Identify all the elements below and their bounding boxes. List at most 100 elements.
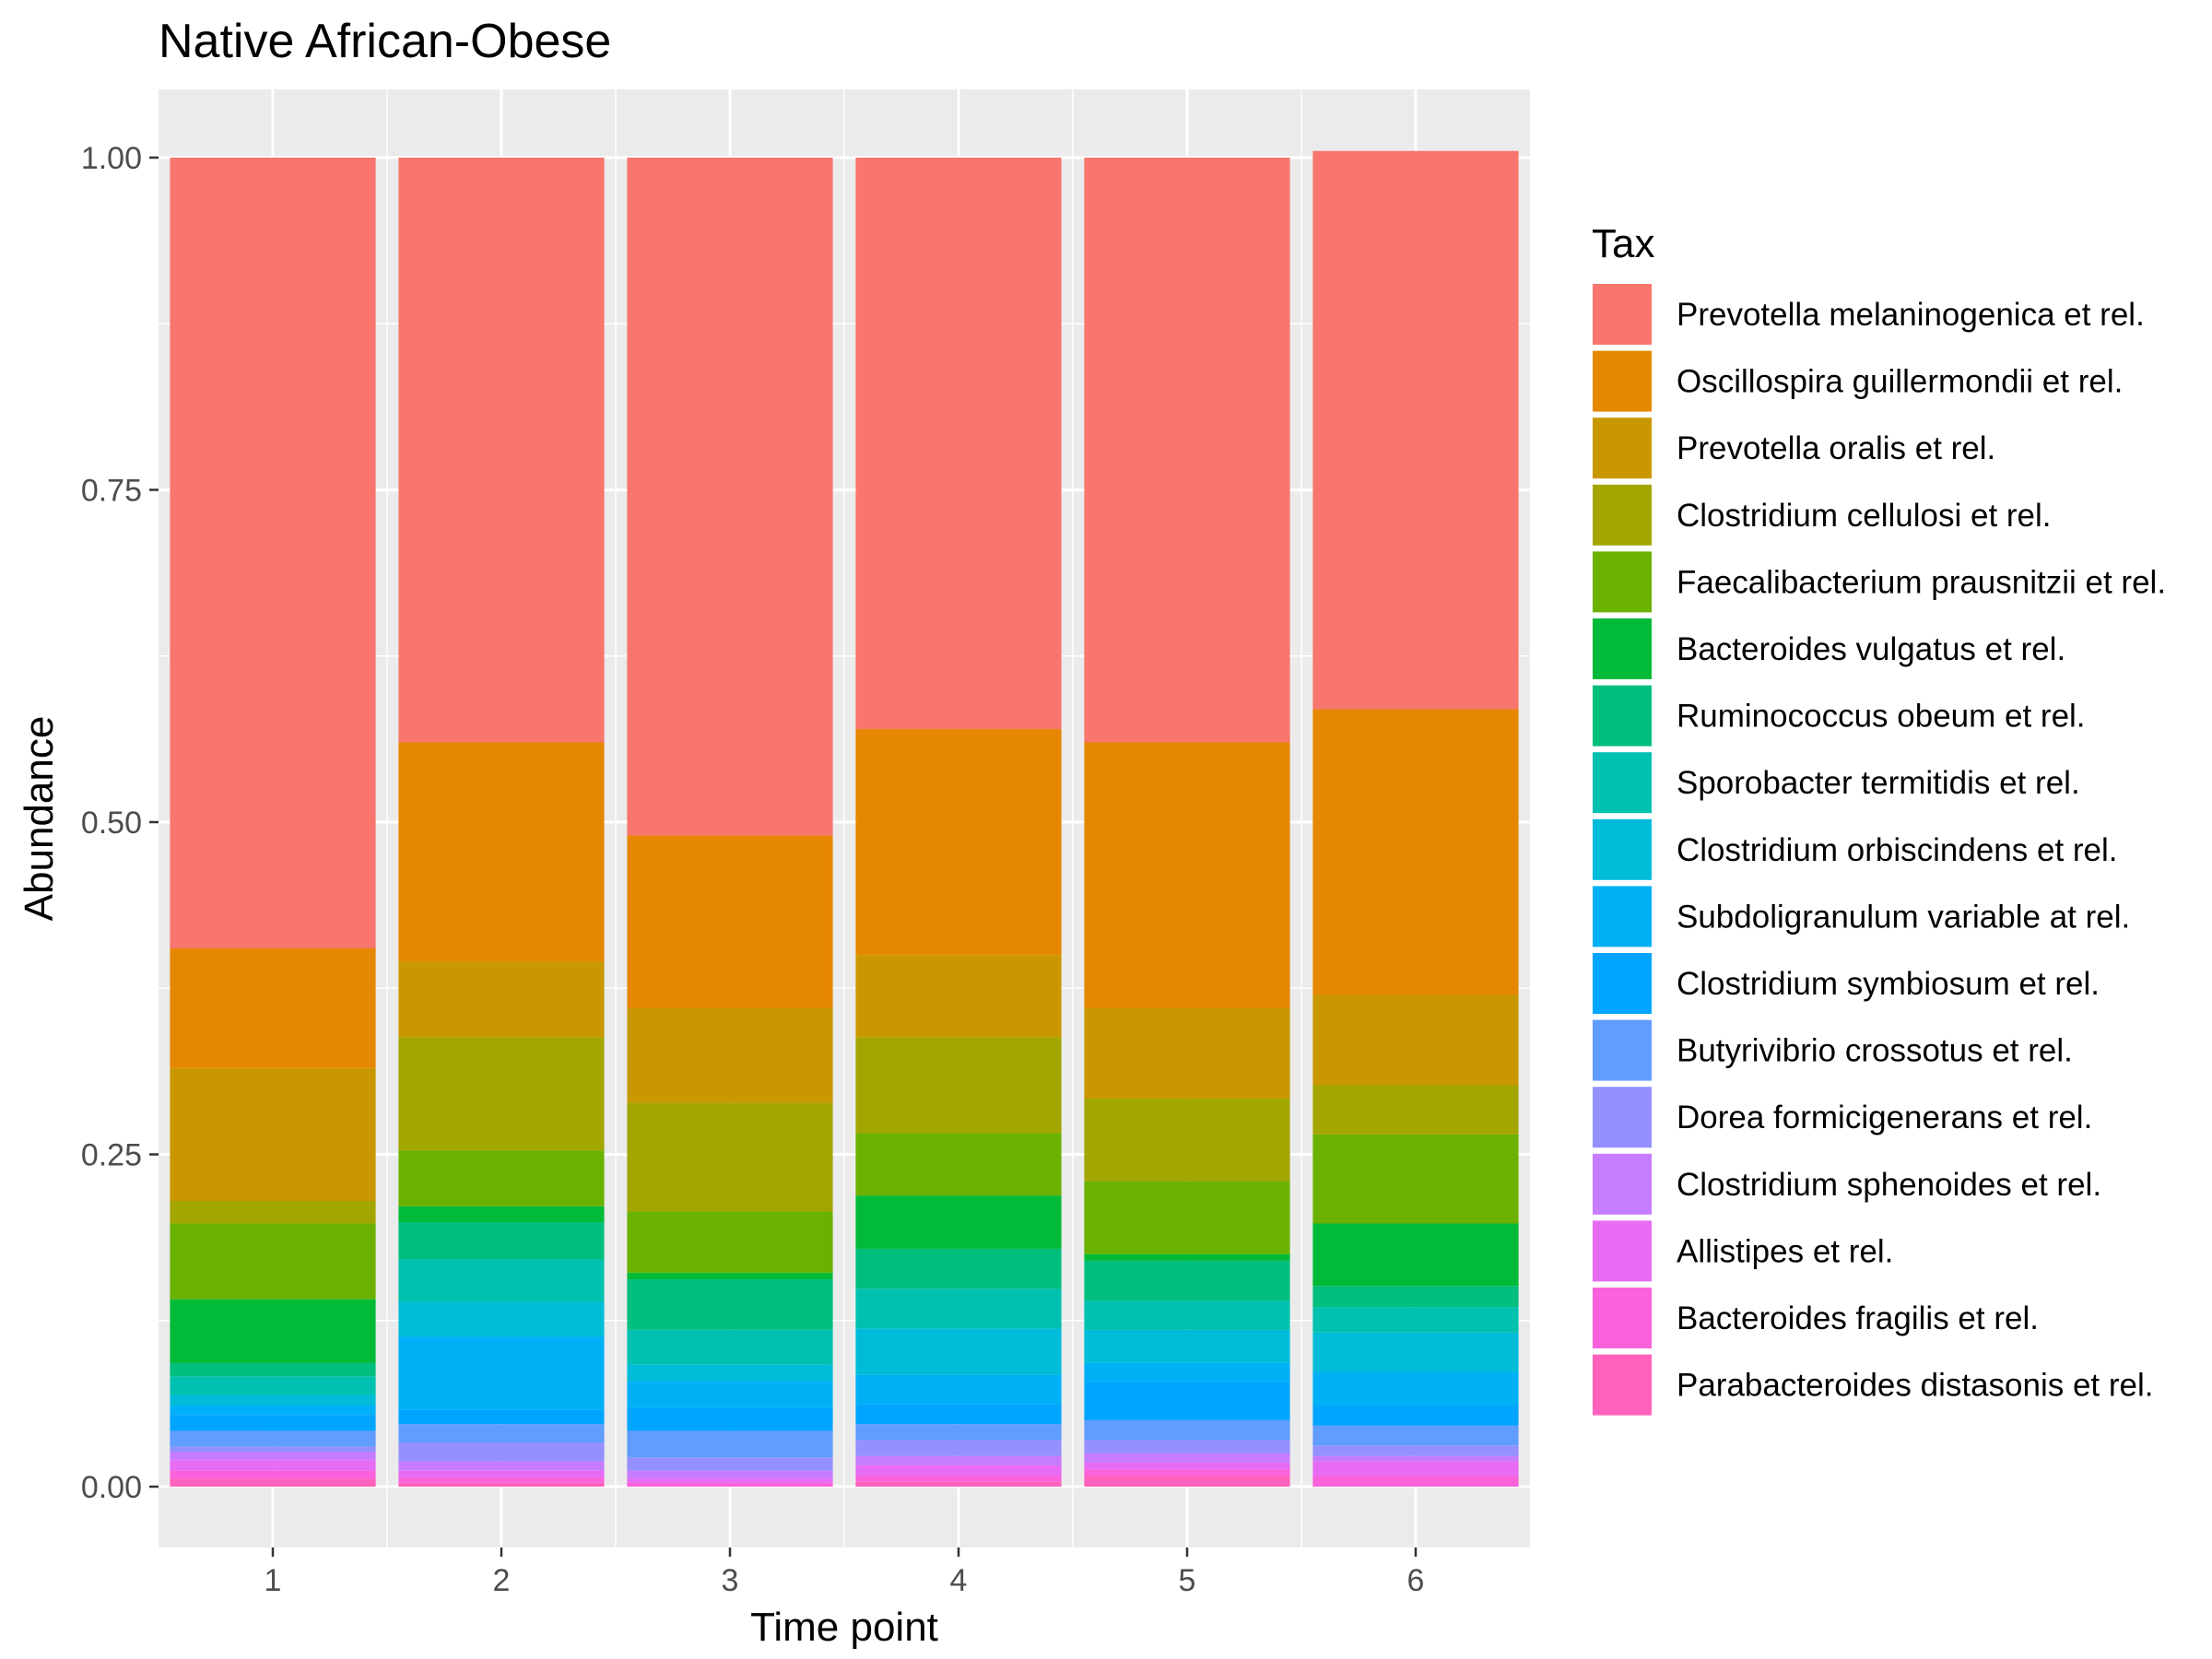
legend-label: Clostridium orbiscindens et rel. <box>1677 832 2118 868</box>
legend-label: Dorea formicigenerans et rel. <box>1677 1100 2092 1135</box>
bar-segment <box>855 729 1062 956</box>
bar-segment <box>398 1470 605 1477</box>
bar-segment <box>170 1200 376 1224</box>
bar-segment <box>1084 158 1290 743</box>
bar-segment <box>170 1415 376 1431</box>
bar-segment <box>398 961 605 1038</box>
y-axis: 0.00 0.25 0.50 0.75 1.00 <box>81 141 159 1505</box>
legend-key <box>1591 683 1653 748</box>
legend-title: Tax <box>1592 221 1654 266</box>
bar-segment <box>855 1248 1062 1289</box>
bar-segment <box>1084 1469 1290 1477</box>
bar-segment <box>627 1279 833 1330</box>
bar-segment <box>1312 1476 1519 1487</box>
legend-key <box>1591 617 1653 681</box>
legend-label: Clostridium symbiosum et rel. <box>1677 966 2100 1002</box>
legend-label: Butyrivibrio crossotus et rel. <box>1677 1033 2073 1069</box>
bar-segment <box>170 1406 376 1416</box>
legend-key <box>1591 750 1653 816</box>
legend-label: Subdoligranulum variable at rel. <box>1677 899 2130 935</box>
bar-segment <box>1312 150 1519 710</box>
bar-segment <box>1084 1463 1290 1470</box>
bar-segment <box>398 1037 605 1151</box>
bar-segment <box>398 1477 605 1483</box>
bar-segment <box>1312 1455 1519 1462</box>
bar-segment <box>1084 1329 1290 1363</box>
bar-segment <box>627 1407 833 1431</box>
bar-segment <box>398 1442 605 1462</box>
legend-key <box>1591 416 1653 481</box>
legend-key <box>1591 348 1653 414</box>
legend-key <box>1591 817 1653 882</box>
bar-segment <box>398 1461 605 1471</box>
y-axis-title: Abundance <box>17 716 62 922</box>
y-tick-label: 0.50 <box>81 806 142 841</box>
legend-label: Bacteroides fragilis et rel. <box>1677 1300 2039 1336</box>
bar-segment <box>1312 1425 1519 1446</box>
bar-segment <box>398 1222 605 1260</box>
bar-segment <box>855 1195 1062 1249</box>
bar-segment <box>627 1329 833 1365</box>
bar-segment <box>855 1440 1062 1456</box>
bar-segment <box>1084 1181 1290 1254</box>
bar-segment <box>170 1470 376 1479</box>
bar-segment <box>170 1362 376 1377</box>
bar-segment <box>170 1430 376 1447</box>
bar-segment <box>855 1476 1062 1482</box>
bar-segment <box>170 947 376 1068</box>
bar-segment <box>855 1455 1062 1465</box>
legend-label: Faecalibacterium prausnitzii et rel. <box>1677 564 2166 600</box>
legend-key <box>1591 1151 1653 1217</box>
bar-segment <box>627 1430 833 1458</box>
bar-segment <box>1312 1406 1519 1426</box>
bar-segment <box>398 742 605 962</box>
bar-segment <box>1084 1260 1290 1301</box>
bar-segment <box>1084 1253 1290 1261</box>
bar-segment <box>1084 1098 1290 1182</box>
bar-segment <box>1312 1332 1519 1372</box>
y-tick-label: 0.25 <box>81 1138 142 1173</box>
bar-segment <box>170 1394 376 1406</box>
bar-segment <box>1312 1445 1519 1456</box>
y-tick-label: 0.75 <box>81 474 142 509</box>
bar-segment <box>627 1272 833 1280</box>
legend-key <box>1591 282 1653 347</box>
legend-items: Prevotella melaninogenica et rel. Oscillo… <box>1591 282 2166 1418</box>
bar-segment <box>855 955 1062 1038</box>
bar-segment <box>1084 1476 1290 1487</box>
bar-segment <box>1312 1371 1519 1406</box>
bar-segment <box>170 1478 376 1487</box>
bar-segment <box>1084 1362 1290 1382</box>
legend-label: Sporobacter termitidis et rel. <box>1677 765 2080 801</box>
chart-title: Native African-Obese <box>159 15 611 68</box>
bar-segment <box>855 1133 1062 1196</box>
bar-segment <box>1312 1461 1519 1477</box>
bar-segment <box>1312 1085 1519 1135</box>
bar-segment <box>398 1409 605 1425</box>
bar-segment <box>855 1374 1062 1405</box>
bar-segment <box>170 1376 376 1395</box>
bar-segment <box>398 1482 605 1487</box>
bar-segment <box>398 1424 605 1443</box>
x-tick-label: 1 <box>265 1563 282 1598</box>
bar-segment <box>627 1007 833 1103</box>
x-axis-title: Time point <box>750 1605 938 1650</box>
x-tick-label: 4 <box>950 1563 968 1598</box>
y-tick-label: 1.00 <box>81 141 142 176</box>
legend-label: Bacteroides vulgatus et rel. <box>1677 631 2065 667</box>
legend-label: Allistipes et rel. <box>1677 1233 1893 1269</box>
bar-segment <box>1084 1453 1290 1464</box>
bar-segment <box>1312 1223 1519 1287</box>
legend-label: Prevotella melaninogenica et rel. <box>1677 297 2145 333</box>
legend-label: Parabacteroides distasonis et rel. <box>1677 1368 2154 1404</box>
bars <box>170 150 1519 1487</box>
x-tick-label: 5 <box>1179 1563 1196 1598</box>
bar-segment <box>398 158 605 743</box>
bar-segment <box>1084 1440 1290 1453</box>
bar-segment <box>627 1478 833 1483</box>
bar-segment <box>855 1404 1062 1425</box>
x-tick-label: 6 <box>1407 1563 1425 1598</box>
legend-label: Prevotella oralis et rel. <box>1677 430 1995 466</box>
bar-segment <box>1312 994 1519 1086</box>
